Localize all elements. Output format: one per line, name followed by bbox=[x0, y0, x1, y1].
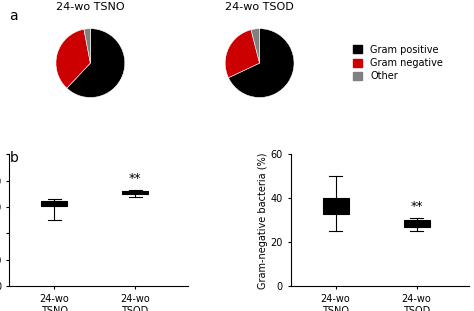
Text: **: ** bbox=[410, 200, 423, 213]
Legend: Gram positive, Gram negative, Other: Gram positive, Gram negative, Other bbox=[353, 45, 443, 81]
Text: **: ** bbox=[129, 172, 141, 185]
Wedge shape bbox=[225, 30, 260, 78]
Wedge shape bbox=[56, 29, 91, 88]
Wedge shape bbox=[228, 29, 294, 98]
PathPatch shape bbox=[404, 220, 429, 227]
Wedge shape bbox=[251, 29, 260, 63]
Text: b: b bbox=[9, 151, 18, 165]
Wedge shape bbox=[67, 29, 125, 98]
PathPatch shape bbox=[122, 191, 148, 194]
PathPatch shape bbox=[41, 201, 67, 206]
Title: 24-wo TSNO: 24-wo TSNO bbox=[56, 2, 125, 12]
Title: 24-wo TSOD: 24-wo TSOD bbox=[225, 2, 294, 12]
Text: a: a bbox=[9, 9, 18, 23]
PathPatch shape bbox=[323, 198, 348, 214]
Y-axis label: Gram-negative bacteria (%): Gram-negative bacteria (%) bbox=[257, 152, 267, 289]
Wedge shape bbox=[84, 29, 91, 63]
